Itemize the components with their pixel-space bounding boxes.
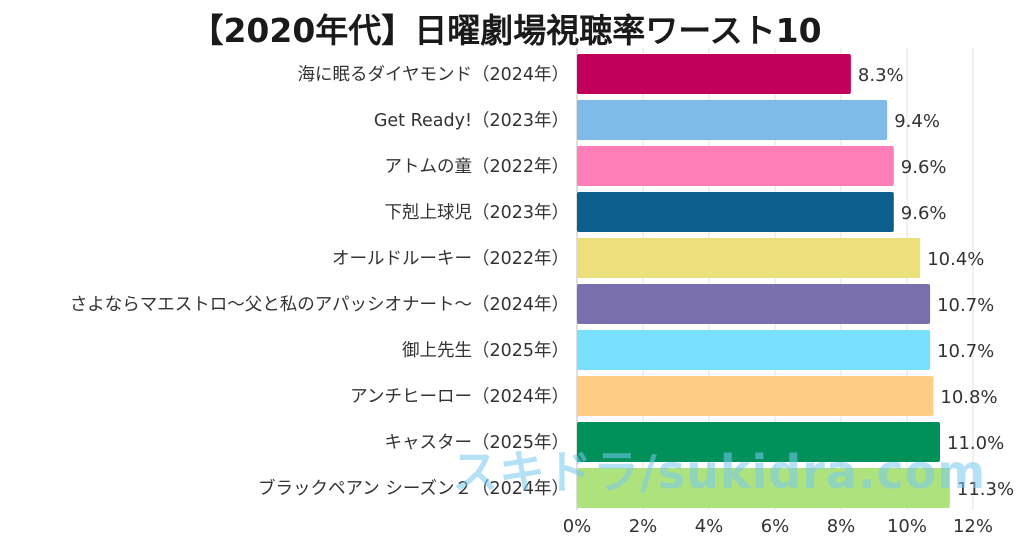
value-label: 10.4% <box>927 249 984 270</box>
bar <box>577 100 888 140</box>
bar <box>577 468 950 508</box>
category-label: キャスター（2025年） <box>384 433 569 453</box>
value-labels: 8.3% 9.4% 9.6% 9.6% 10.4% 10.7% 10.7% 10.8% 11.0… <box>858 65 1014 500</box>
category-label: 海に眠るダイヤモンド（2024年） <box>297 65 569 85</box>
category-label: 御上先生（2025年） <box>402 341 569 361</box>
category-label: オールドルーキー（2022年） <box>332 249 569 269</box>
category-label: アンチヒーロー（2024年） <box>350 387 569 407</box>
x-tick-label: 6% <box>761 516 790 537</box>
bar <box>577 238 921 278</box>
value-label: 9.4% <box>894 111 940 132</box>
chart-title: 【2020年代】日曜劇場視聴率ワースト10 <box>190 11 822 50</box>
watermark: スキドラ/sukidra.com <box>452 445 987 499</box>
bar <box>577 146 894 186</box>
x-tick-label: 2% <box>629 516 658 537</box>
value-label: 10.7% <box>937 295 994 316</box>
x-axis-ticks: 0% 2% 4% 6% 8% 10% 12% <box>563 516 993 537</box>
x-tick-label: 4% <box>695 516 724 537</box>
x-tick-label: 12% <box>953 516 993 537</box>
bar <box>577 330 931 370</box>
x-tick-label: 10% <box>887 516 927 537</box>
value-label: 11.3% <box>957 479 1014 500</box>
x-tick-label: 8% <box>827 516 856 537</box>
category-label: 下剋上球児（2023年） <box>384 203 569 223</box>
value-label: 10.7% <box>937 341 994 362</box>
x-tick-label: 0% <box>563 516 592 537</box>
value-label: 11.0% <box>947 433 1004 454</box>
bar <box>577 192 894 232</box>
value-label: 8.3% <box>858 65 904 86</box>
category-label: ブラックペアン シーズン２（2024年） <box>258 478 569 499</box>
category-label: さよならマエストロ〜父と私のアパッシオナート〜（2024年） <box>70 295 569 315</box>
bar <box>577 376 934 416</box>
value-label: 9.6% <box>901 203 947 224</box>
bar <box>577 284 931 324</box>
bars <box>577 54 950 508</box>
bar <box>577 422 940 462</box>
bar <box>577 54 851 94</box>
value-label: 10.8% <box>940 387 997 408</box>
category-label: アトムの童（2022年） <box>384 157 569 177</box>
category-label: Get Ready!（2023年） <box>374 111 569 131</box>
value-label: 9.6% <box>901 157 947 178</box>
category-labels: 海に眠るダイヤモンド（2024年） Get Ready!（2023年） アトムの童（… <box>70 65 569 499</box>
